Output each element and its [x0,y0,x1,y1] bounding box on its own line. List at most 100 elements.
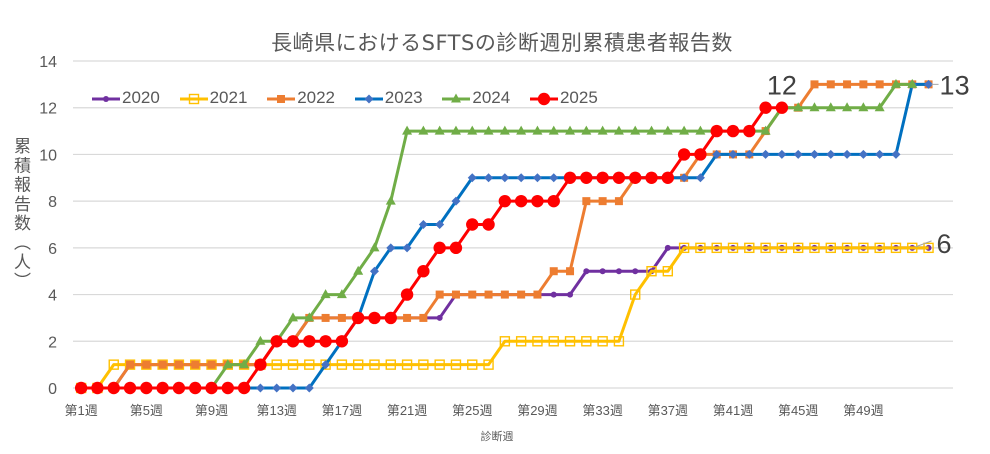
x-tick-label: 第37週 [648,403,688,418]
marker-triangle-icon [695,125,706,135]
x-tick-label: 第9週 [195,403,228,418]
marker-triangle-icon [597,125,608,135]
marker-triangle-icon [809,102,820,112]
marker-diamond-icon [500,173,510,183]
x-axis-title: 診断週 [480,430,514,443]
marker-triangle-icon [222,359,233,369]
y-axis-tick-labels: 0 2 4 6 8 10 12 14 [39,54,57,398]
marker-triangle-icon [467,125,478,135]
marker-circle-large-icon [694,148,707,161]
legend-marker-square-icon [267,91,296,105]
marker-square-open-icon [108,359,119,370]
marker-square-icon [435,290,444,299]
marker-triangle-icon [858,102,869,112]
legend-marker-open-square-icon [179,91,208,105]
marker-triangle-icon [581,125,592,135]
marker-circle-small-icon [615,268,622,275]
series-2025 [74,101,789,395]
marker-triangle-icon [418,125,429,135]
marker-triangle-icon [239,359,250,369]
marker-square-icon [126,360,135,369]
marker-circle-small-icon [632,268,639,275]
legend-swatch-svg [529,92,558,106]
x-tick-label: 第25週 [452,403,492,418]
y-tick-label: 10 [39,147,57,164]
marker-square-open-icon [841,242,853,254]
marker-circle-large-icon [726,124,740,138]
marker-triangle-icon [499,125,510,135]
marker-triangle-icon [369,242,380,252]
marker-triangle-icon [662,125,673,135]
legend-swatch-svg [442,93,471,103]
legend-label: 2025 [559,88,598,107]
marker-circle-large-icon [400,288,414,301]
series-2024 [76,78,918,392]
legend-swatch-svg [267,95,296,103]
marker-square-open-icon [581,336,592,347]
marker-diamond-icon [255,383,265,393]
marker-triangle-icon [907,78,918,88]
marker-circle-small-icon [567,291,574,298]
marker-diamond-icon [435,220,445,229]
marker-square-icon [549,267,558,276]
legend-swatch-svg [179,93,208,105]
marker-diamond-icon [364,94,374,104]
marker-circle-large-icon [156,381,169,395]
marker-diamond-icon [516,173,526,183]
marker-diamond-icon [793,149,803,159]
marker-square-icon [451,290,460,299]
data-label-2021: 6 [937,229,952,259]
marker-triangle-icon [450,125,461,135]
chart-title: 長崎県におけるSFTSの診断週別累積患者報告数 [271,31,733,55]
marker-square-open-icon [385,359,396,370]
marker-square-icon [207,360,216,369]
marker-square-icon [582,197,591,206]
marker-circle-large-icon [563,171,577,184]
marker-square-open-icon [695,242,706,254]
marker-diamond-icon [809,149,819,159]
marker-square-open-icon [418,359,429,370]
x-tick-label: 第5週 [130,403,163,418]
marker-triangle-icon [353,265,364,275]
marker-circle-large-icon [254,358,267,371]
marker-square-icon [533,290,542,299]
marker-circle-large-icon [303,335,316,348]
marker-circle-large-icon [677,148,691,161]
marker-circle-small-icon [550,291,557,298]
marker-circle-large-icon [759,101,772,114]
marker-square-icon [468,290,477,299]
legend-marker-diamond-icon [354,91,383,105]
legend-marker-circle-icon [529,91,558,106]
marker-square-icon [598,197,607,206]
gridlines [73,60,953,389]
marker-diamond-icon [744,149,754,159]
marker-square-open-icon [336,359,348,370]
legend-label: 2023 [384,88,423,107]
marker-circle-large-icon [629,171,642,184]
data-label-2023: 13 [940,70,970,100]
marker-circle-small-icon [103,96,109,102]
legend-item-2020: 2020 [92,88,180,108]
marker-circle-large-icon [482,218,495,231]
legend-item-2025: 2025 [529,88,618,108]
marker-circle-large-icon [384,311,397,325]
marker-triangle-icon [336,289,347,299]
legend-item-2021: 2021 [179,88,268,108]
series-2020 [78,244,932,391]
plot-series [74,78,934,395]
marker-square-icon [174,360,183,369]
marker-triangle-icon [451,93,462,103]
marker-diamond-icon [695,173,705,183]
marker-square-open-icon [483,359,494,370]
marker-diamond-icon [418,220,428,229]
marker-square-open-icon [597,336,608,347]
marker-diamond-icon [761,149,771,159]
marker-circle-large-icon [140,381,153,395]
x-tick-label: 第45週 [778,403,818,418]
marker-triangle-icon [874,102,885,112]
legend-marker-triangle-icon [442,91,471,105]
marker-square-open-icon [825,242,836,254]
marker-diamond-icon [875,149,885,159]
marker-diamond-icon [369,266,379,276]
